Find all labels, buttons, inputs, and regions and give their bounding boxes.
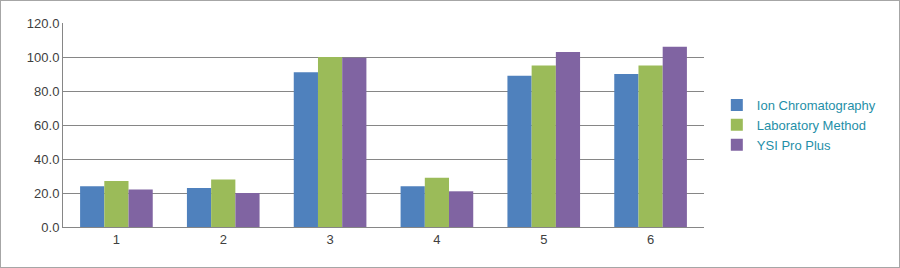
- svg-text:2: 2: [220, 232, 227, 247]
- svg-text:20.0: 20.0: [34, 186, 59, 201]
- svg-text:3: 3: [326, 232, 333, 247]
- svg-text:80.0: 80.0: [34, 84, 59, 99]
- svg-text:5: 5: [540, 232, 547, 247]
- svg-text:120.0: 120.0: [27, 16, 60, 31]
- svg-text:Ion Chromatography: Ion Chromatography: [757, 98, 876, 113]
- svg-text:40.0: 40.0: [34, 152, 59, 167]
- svg-text:100.0: 100.0: [27, 50, 60, 65]
- svg-text:4: 4: [433, 232, 440, 247]
- svg-text:1: 1: [113, 232, 120, 247]
- svg-text:Laboratory Method: Laboratory Method: [757, 118, 866, 133]
- svg-text:YSI Pro Plus: YSI Pro Plus: [757, 138, 831, 153]
- svg-text:0.0: 0.0: [41, 220, 59, 235]
- svg-text:6: 6: [647, 232, 654, 247]
- svg-text:60.0: 60.0: [34, 118, 59, 133]
